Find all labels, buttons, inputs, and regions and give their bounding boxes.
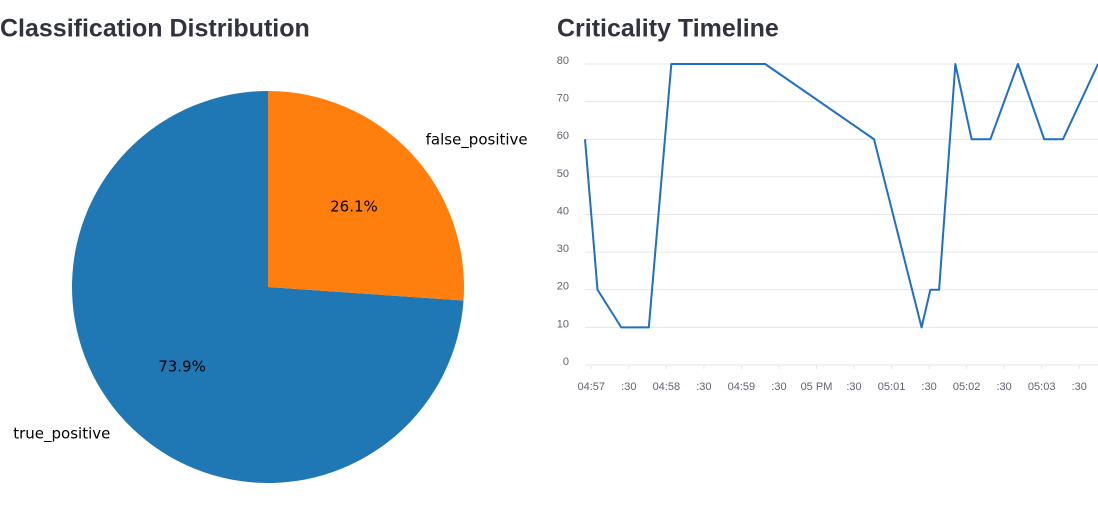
x-tick-label: :30: [997, 381, 1012, 393]
x-tick-label: :30: [1072, 381, 1087, 393]
x-tick-label: 05:01: [878, 381, 906, 393]
chart-title: Criticality Timeline: [557, 15, 779, 43]
slice-label: true_positive: [13, 425, 110, 444]
x-tick-label: 04:57: [577, 381, 605, 393]
y-tick-label: 60: [557, 130, 569, 142]
y-tick-label: 40: [557, 205, 569, 217]
pie-slice: [268, 91, 464, 301]
slice-label: false_positive: [426, 130, 528, 149]
x-tick-label: 05:02: [953, 381, 981, 393]
y-tick-label: 80: [557, 55, 569, 67]
x-tick-label: 05 PM: [801, 381, 833, 393]
slice-value-label: 73.9%: [158, 358, 206, 376]
x-tick-label: 04:59: [728, 381, 756, 393]
y-tick-label: 20: [557, 281, 569, 293]
y-tick-label: 30: [557, 243, 569, 255]
x-tick-label: :30: [846, 381, 861, 393]
x-tick-label: :30: [771, 381, 786, 393]
y-tick-label: 10: [557, 318, 569, 330]
slice-value-label: 26.1%: [330, 197, 378, 215]
y-tick-label: 0: [563, 356, 569, 368]
x-tick-label: 04:58: [653, 381, 681, 393]
x-tick-label: :30: [696, 381, 711, 393]
y-tick-label: 70: [557, 93, 569, 105]
y-tick-label: 50: [557, 168, 569, 180]
x-tick-label: :30: [621, 381, 636, 393]
x-tick-label: :30: [921, 381, 936, 393]
line-series: [584, 63, 1098, 329]
x-tick-label: 05:03: [1028, 381, 1056, 393]
chart-title: Classification Distribution: [0, 15, 310, 43]
pie-slice: [71, 91, 464, 484]
